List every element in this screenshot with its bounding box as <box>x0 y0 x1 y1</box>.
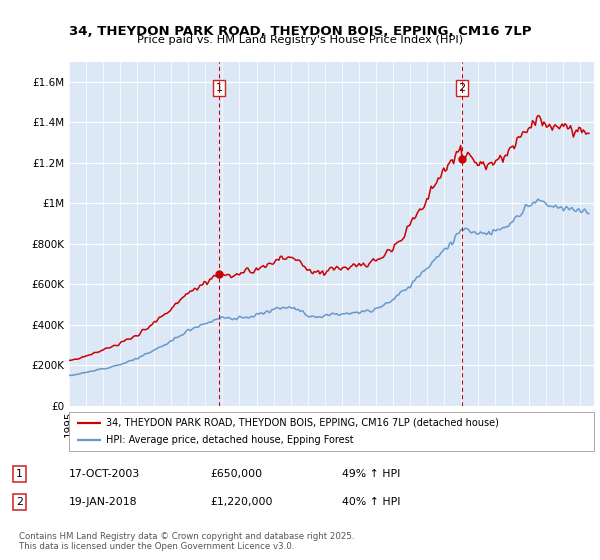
Text: 17-OCT-2003: 17-OCT-2003 <box>69 469 140 479</box>
Text: HPI: Average price, detached house, Epping Forest: HPI: Average price, detached house, Eppi… <box>106 435 353 445</box>
Text: 19-JAN-2018: 19-JAN-2018 <box>69 497 137 507</box>
Text: 49% ↑ HPI: 49% ↑ HPI <box>342 469 400 479</box>
Text: 34, THEYDON PARK ROAD, THEYDON BOIS, EPPING, CM16 7LP (detached house): 34, THEYDON PARK ROAD, THEYDON BOIS, EPP… <box>106 418 499 428</box>
Text: £650,000: £650,000 <box>210 469 262 479</box>
Text: Contains HM Land Registry data © Crown copyright and database right 2025.
This d: Contains HM Land Registry data © Crown c… <box>19 532 355 552</box>
Text: 1: 1 <box>16 469 23 479</box>
Text: 2: 2 <box>458 83 466 93</box>
Text: 34, THEYDON PARK ROAD, THEYDON BOIS, EPPING, CM16 7LP: 34, THEYDON PARK ROAD, THEYDON BOIS, EPP… <box>69 25 531 38</box>
Text: £1,220,000: £1,220,000 <box>210 497 272 507</box>
Text: 40% ↑ HPI: 40% ↑ HPI <box>342 497 401 507</box>
Text: 2: 2 <box>16 497 23 507</box>
Text: 1: 1 <box>215 83 223 93</box>
Text: Price paid vs. HM Land Registry's House Price Index (HPI): Price paid vs. HM Land Registry's House … <box>137 35 463 45</box>
